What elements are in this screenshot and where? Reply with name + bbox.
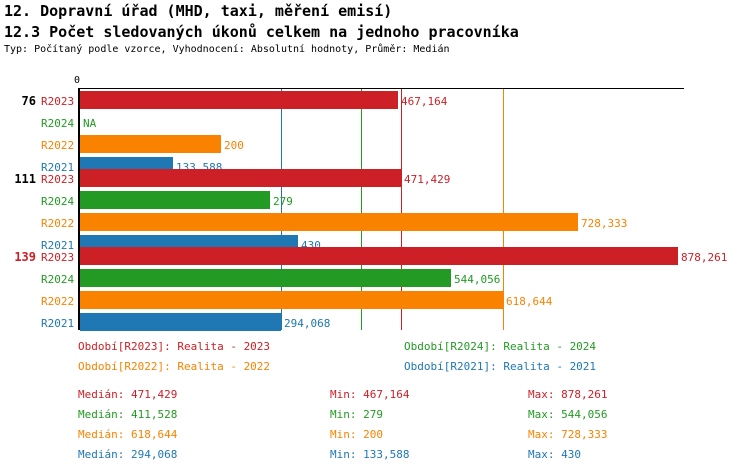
bar-value-label: 467,164 bbox=[401, 95, 448, 108]
stat-min: Min: 133,588 bbox=[330, 448, 410, 461]
legend-item-1[interactable]: Období[R2024]: Realita - 2024 bbox=[404, 340, 597, 353]
median-line-r2024 bbox=[361, 89, 362, 330]
bar-r2022[interactable] bbox=[80, 135, 221, 153]
row-label-r2024: R2024 bbox=[41, 273, 75, 286]
chart-legend: Období[R2023]: Realita - 2023 Období[R202… bbox=[0, 338, 750, 378]
bar-r2023[interactable] bbox=[80, 247, 678, 265]
group-label: 76 bbox=[21, 94, 36, 108]
bar-r2024[interactable] bbox=[80, 191, 270, 209]
bar-value-label: 279 bbox=[273, 195, 293, 208]
chart-plot-area: 0 76 R2023 467,164 R2024 NA R2022 200 R2021 133,… bbox=[0, 75, 750, 331]
stat-min: Min: 279 bbox=[330, 408, 383, 421]
median-line-r2022 bbox=[503, 89, 504, 330]
bar-value-label: 471,429 bbox=[404, 173, 451, 186]
y-axis-line bbox=[78, 88, 80, 330]
legend-item-3[interactable]: Období[R2021]: Realita - 2021 bbox=[404, 360, 597, 373]
stat-max: Max: 728,333 bbox=[528, 428, 608, 441]
bar-value-label: 200 bbox=[224, 139, 244, 152]
stat-median: Medián: 471,429 bbox=[78, 388, 178, 401]
bar-value-label: 728,333 bbox=[581, 217, 628, 230]
stat-median: Medián: 618,644 bbox=[78, 428, 178, 441]
legend-item-0[interactable]: Období[R2023]: Realita - 2023 bbox=[78, 340, 271, 353]
bar-r2024[interactable] bbox=[80, 269, 451, 287]
legend-item-2[interactable]: Období[R2022]: Realita - 2022 bbox=[78, 360, 271, 373]
bar-r2023[interactable] bbox=[80, 91, 398, 109]
bar-r2022[interactable] bbox=[80, 213, 578, 231]
stat-min: Min: 467,164 bbox=[330, 388, 410, 401]
row-label-r2022: R2022 bbox=[41, 217, 75, 230]
page-subtitle-metric: 12.3 Počet sledovaných úkonů celkem na j… bbox=[4, 23, 519, 41]
row-label-r2021: R2021 bbox=[41, 239, 75, 252]
group-label: 111 bbox=[14, 172, 36, 186]
row-label-r2023: R2023 bbox=[41, 95, 75, 108]
bar-r2023[interactable] bbox=[80, 169, 401, 187]
group-label: 139 bbox=[14, 250, 36, 264]
bar-r2022[interactable] bbox=[80, 291, 503, 309]
row-label-r2022: R2022 bbox=[41, 295, 75, 308]
bar-value-label: 618,644 bbox=[506, 295, 553, 308]
stat-min: Min: 200 bbox=[330, 428, 383, 441]
stat-max: Max: 878,261 bbox=[528, 388, 608, 401]
bar-r2021[interactable] bbox=[80, 313, 281, 331]
median-line-r2023 bbox=[401, 89, 402, 330]
row-label-r2024: R2024 bbox=[41, 195, 75, 208]
stat-median: Medián: 294,068 bbox=[78, 448, 178, 461]
bar-value-label: 544,056 bbox=[454, 273, 501, 286]
x-axis-line bbox=[78, 88, 684, 89]
page-title: 12. Dopravní úřad (MHD, taxi, měření emi… bbox=[4, 2, 393, 20]
stat-median: Medián: 411,528 bbox=[78, 408, 178, 421]
bar-value-label: 294,068 bbox=[284, 317, 331, 330]
bar-value-label: 878,261 bbox=[681, 251, 728, 264]
chart-statistics: Medián: 471,429 Min: 467,164 Max: 878,261 M… bbox=[0, 388, 750, 468]
row-label-r2021: R2021 bbox=[41, 317, 75, 330]
axis-zero-label: 0 bbox=[74, 75, 81, 86]
row-label-r2022: R2022 bbox=[41, 139, 75, 152]
median-line-r2021 bbox=[281, 89, 282, 330]
stat-max: Max: 430 bbox=[528, 448, 581, 461]
chart-meta-line: Typ: Počítaný podle vzorce, Vyhodnocení:… bbox=[4, 44, 450, 55]
row-label-r2021: R2021 bbox=[41, 161, 75, 174]
row-label-r2024: R2024 bbox=[41, 117, 75, 130]
bar-value-na: NA bbox=[83, 117, 97, 130]
row-label-r2023: R2023 bbox=[41, 251, 75, 264]
stat-max: Max: 544,056 bbox=[528, 408, 608, 421]
row-label-r2023: R2023 bbox=[41, 173, 75, 186]
